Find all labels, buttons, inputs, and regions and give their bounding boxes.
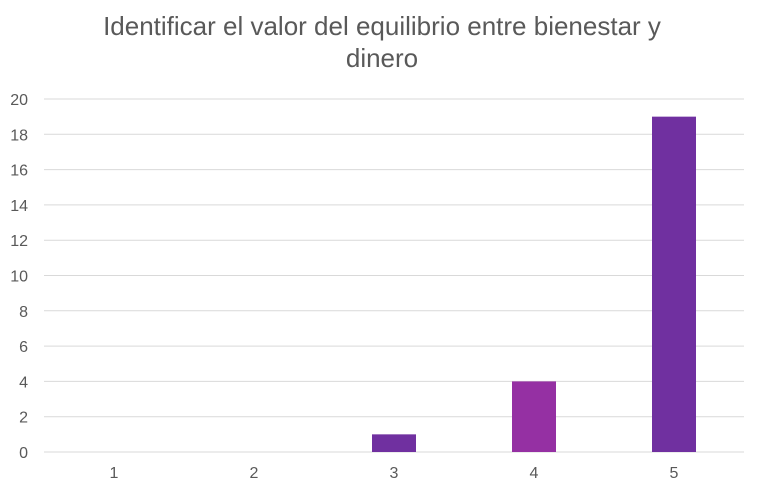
x-tick-label: 4 — [530, 465, 539, 482]
chart-title: Identificar el valor del equilibrio entr… — [0, 10, 764, 74]
bar — [512, 381, 556, 452]
y-tick-label: 16 — [10, 163, 28, 180]
bar — [652, 116, 696, 453]
y-tick-label: 14 — [10, 198, 28, 215]
y-tick-label: 2 — [19, 410, 28, 427]
x-tick-label: 5 — [670, 465, 679, 482]
y-tick-label: 4 — [19, 374, 28, 391]
y-tick-label: 12 — [10, 233, 28, 250]
x-tick-label: 2 — [250, 465, 259, 482]
y-tick-label: 6 — [19, 339, 28, 356]
y-tick-label: 20 — [10, 92, 28, 109]
y-tick-label: 0 — [19, 445, 28, 462]
y-tick-label: 18 — [10, 127, 28, 144]
chart-title-line-1: Identificar el valor del equilibrio entr… — [103, 11, 661, 41]
chart-title-line-2: dinero — [345, 43, 419, 73]
bar — [372, 434, 416, 452]
y-tick-label: 8 — [19, 304, 28, 321]
x-tick-label: 3 — [390, 465, 399, 482]
x-tick-label: 1 — [110, 465, 119, 482]
y-tick-label: 10 — [10, 269, 28, 286]
